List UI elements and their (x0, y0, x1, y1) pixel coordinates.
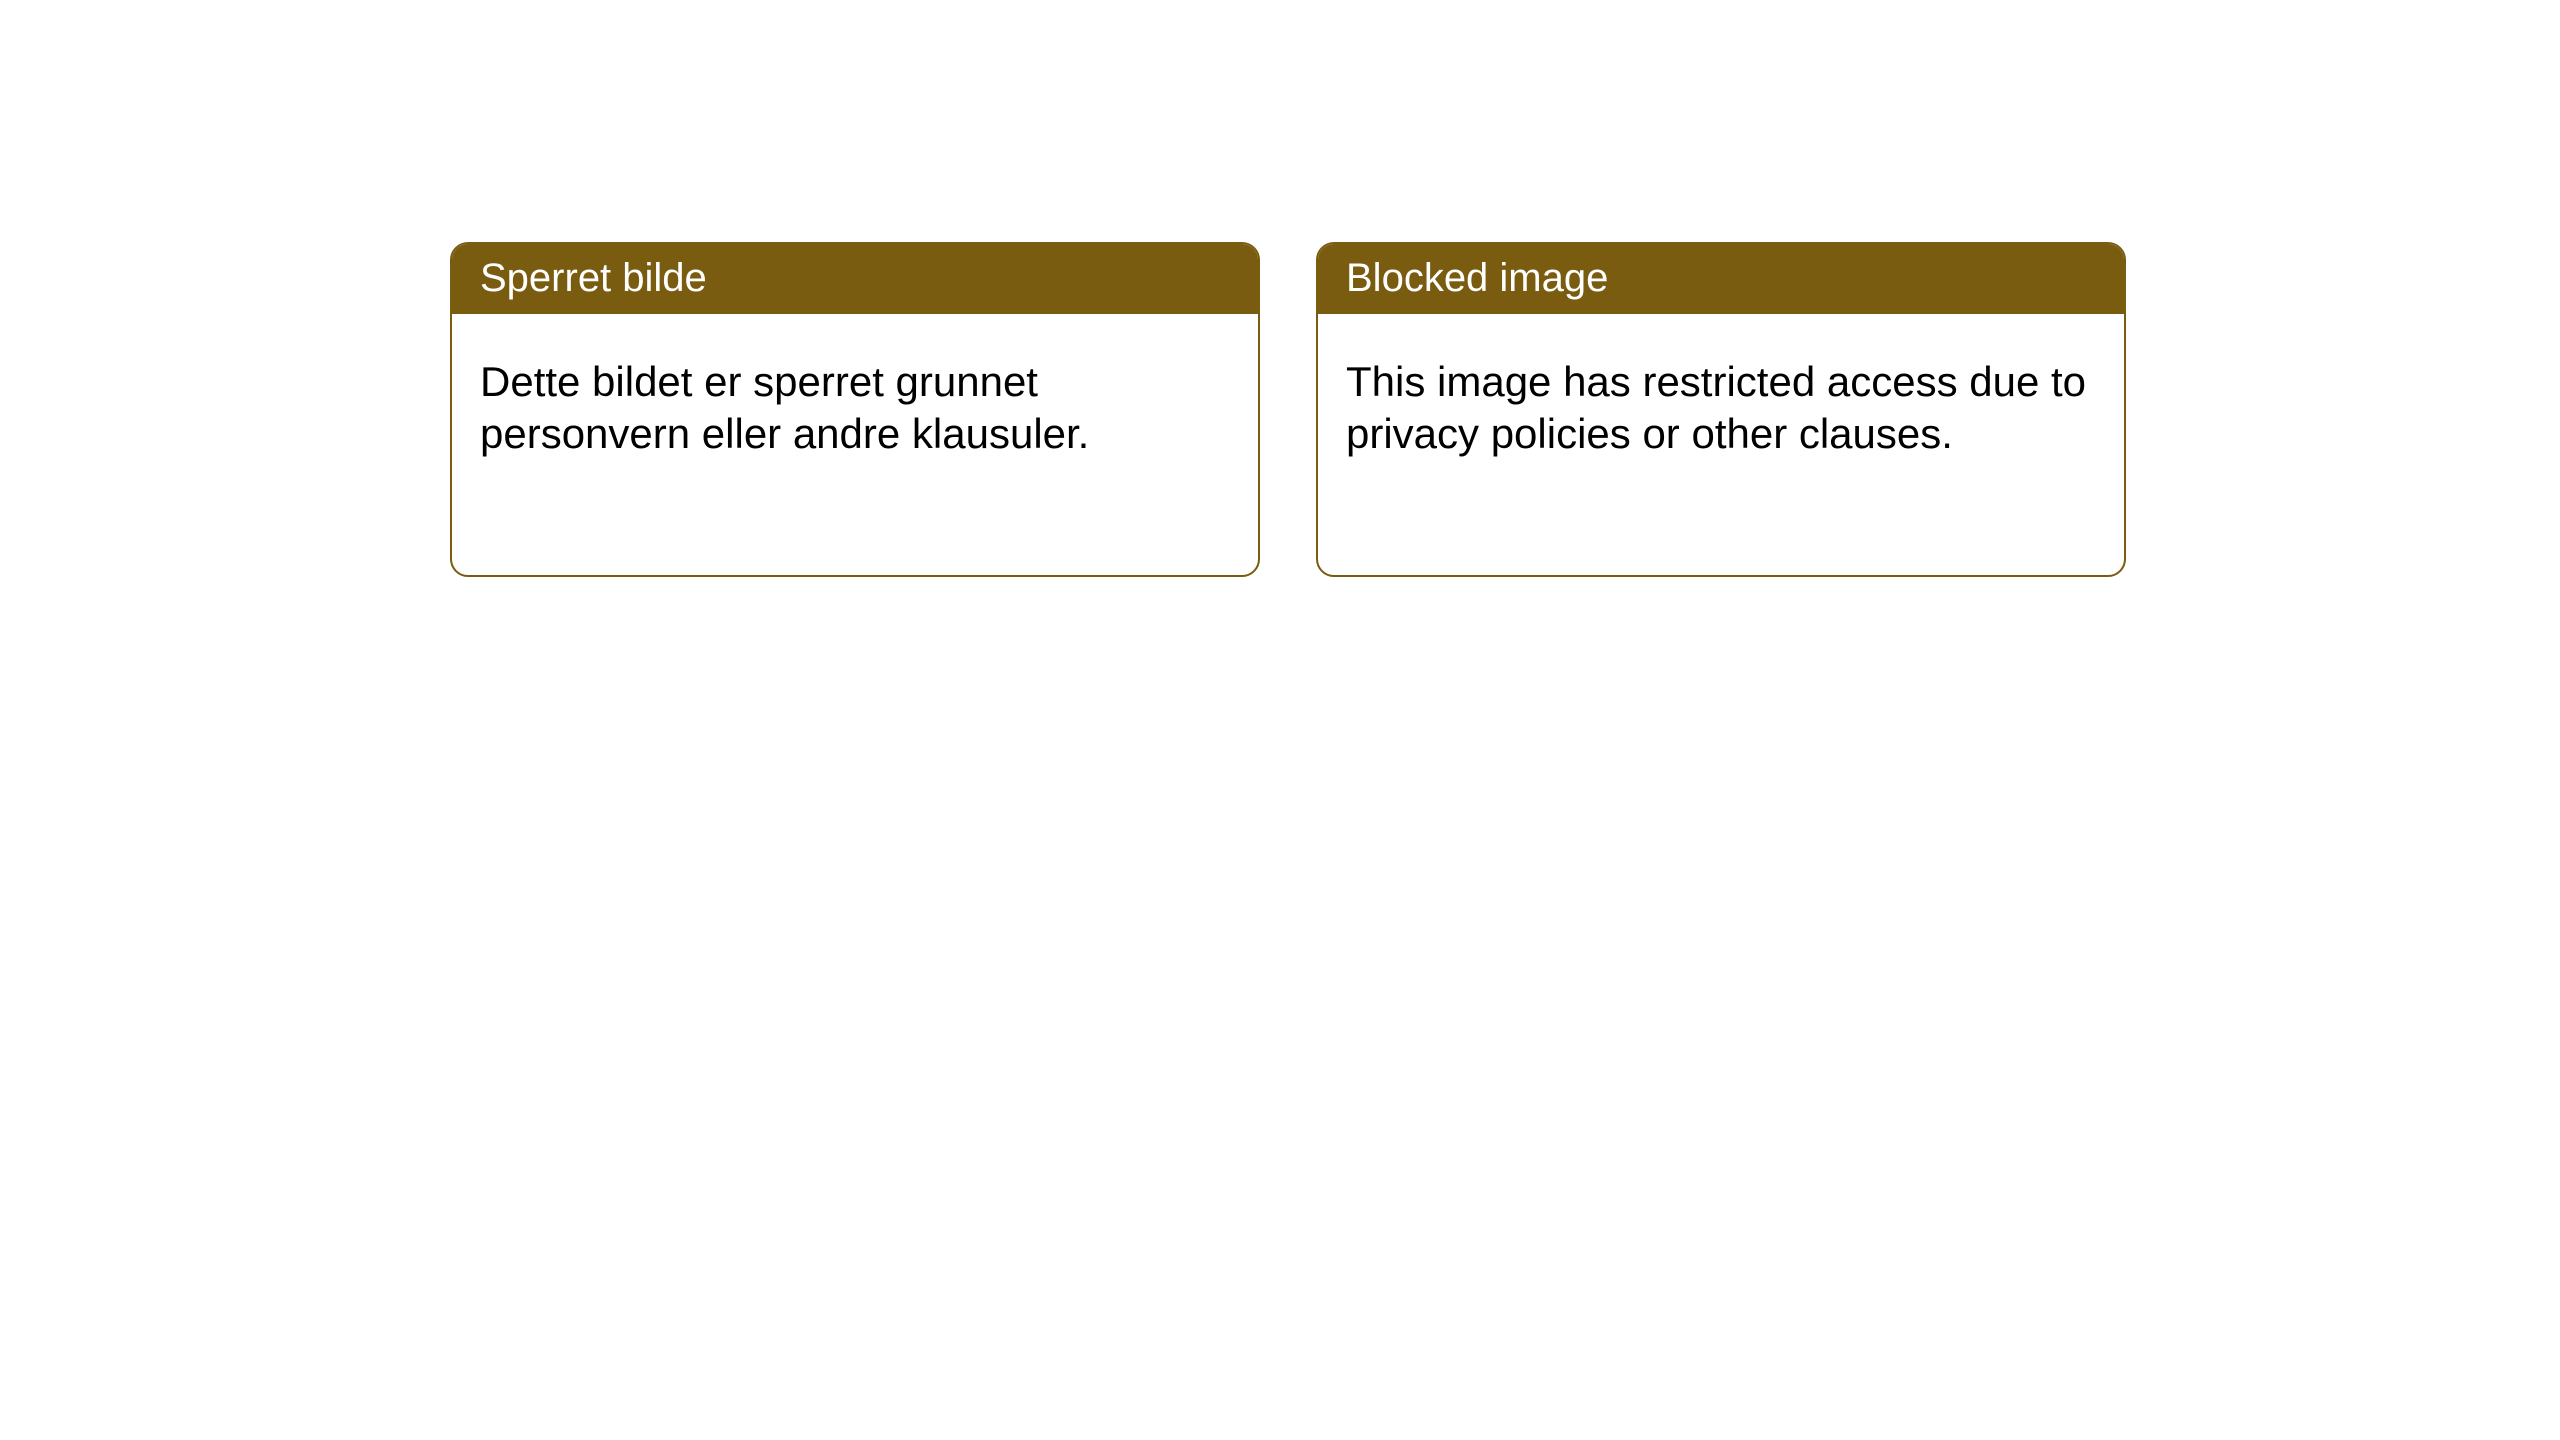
notice-header: Sperret bilde (452, 244, 1258, 314)
notice-body: This image has restricted access due to … (1318, 314, 2124, 488)
notice-body: Dette bildet er sperret grunnet personve… (452, 314, 1258, 488)
notice-card-norwegian: Sperret bilde Dette bildet er sperret gr… (450, 242, 1260, 577)
notices-container: Sperret bilde Dette bildet er sperret gr… (0, 0, 2560, 577)
notice-card-english: Blocked image This image has restricted … (1316, 242, 2126, 577)
notice-header: Blocked image (1318, 244, 2124, 314)
